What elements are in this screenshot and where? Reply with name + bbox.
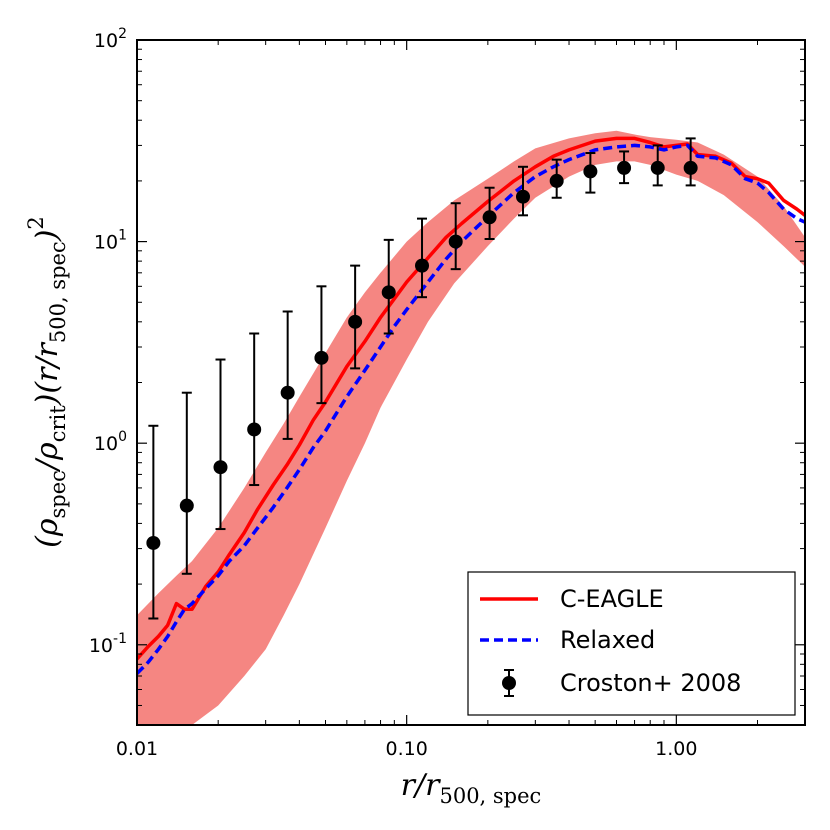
data-point-0 bbox=[146, 535, 161, 550]
x-axis-label: r/r500, spec bbox=[401, 768, 542, 808]
series-line-c-eagle bbox=[137, 136, 805, 661]
data-point-4 bbox=[280, 385, 295, 400]
x-tick-label-1: 0.10 bbox=[386, 738, 428, 760]
legend-frame bbox=[467, 571, 796, 716]
y-tick-label-0: 10-1 bbox=[89, 631, 127, 657]
legend-label-relaxed: Relaxed bbox=[560, 626, 655, 654]
legend: C-EAGLE Relaxed Croston+ 2008 bbox=[467, 571, 796, 716]
x-tick-label-2: 1.00 bbox=[655, 738, 697, 760]
y-tick-label-1: 100 bbox=[94, 429, 127, 455]
data-point-15 bbox=[650, 160, 665, 175]
data-point-1 bbox=[179, 498, 194, 513]
data-point-8 bbox=[415, 258, 430, 273]
data-point-7 bbox=[381, 285, 396, 300]
data-point-13 bbox=[583, 164, 598, 179]
data-point-2 bbox=[213, 460, 228, 475]
y-tick-label-3: 102 bbox=[94, 26, 127, 52]
data-point-11 bbox=[515, 189, 530, 204]
scatter-band bbox=[137, 130, 805, 725]
data-point-5 bbox=[314, 350, 329, 365]
y-axis-label: (ρspec/ρcrit)(r/r500, spec)2 bbox=[24, 216, 70, 548]
data-point-12 bbox=[549, 173, 564, 188]
data-point-6 bbox=[348, 314, 363, 329]
y-tick-label-2: 101 bbox=[94, 228, 127, 254]
x-tick-label-0: 0.01 bbox=[116, 738, 158, 760]
series-line-relaxed bbox=[137, 143, 805, 675]
legend-label-croston: Croston+ 2008 bbox=[560, 669, 741, 697]
legend-swatch-croston-marker bbox=[502, 676, 516, 690]
data-point-3 bbox=[247, 422, 262, 437]
data-point-9 bbox=[448, 234, 463, 249]
data-point-10 bbox=[482, 210, 497, 225]
legend-label-c-eagle: C-EAGLE bbox=[560, 585, 664, 613]
data-point-16 bbox=[683, 160, 698, 175]
data-point-14 bbox=[617, 160, 632, 175]
